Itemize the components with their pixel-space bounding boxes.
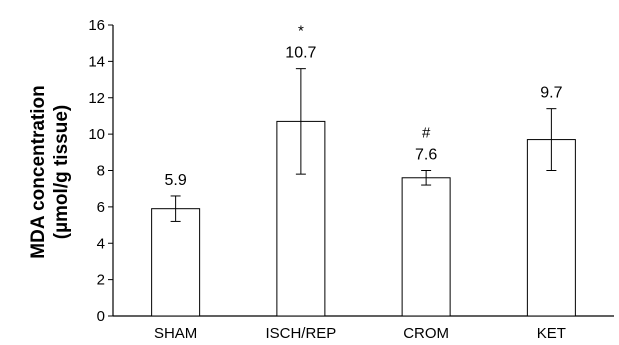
data-label: 10.7: [285, 45, 316, 62]
significance-marker: #: [422, 125, 431, 142]
y-tick-label: 6: [97, 199, 105, 216]
x-tick-label: KET: [537, 325, 566, 342]
y-tick-label: 8: [97, 163, 105, 180]
x-tick-label: SHAM: [154, 325, 197, 342]
y-tick-label: 0: [97, 308, 105, 325]
y-ticks: 0 2 4 6 8 10 12 14 16: [88, 17, 113, 325]
data-label: 9.7: [540, 85, 562, 102]
bar: [401, 177, 451, 317]
data-label: 5.9: [165, 172, 187, 189]
y-tick-label: 10: [88, 126, 105, 143]
y-axis-label: MDA concentration: [28, 85, 49, 258]
y-tick-label: 4: [97, 235, 105, 252]
y-tick-label: 12: [88, 90, 105, 107]
error-bars: [170, 68, 557, 222]
y-tick-label: 16: [88, 17, 105, 34]
y-axis-title: MDA concentration (µmol/g tissue): [28, 85, 72, 258]
significance-marker: *: [298, 23, 304, 40]
y-tick-label: 2: [97, 272, 105, 289]
bar: [151, 208, 201, 317]
category-labels: SHAM ISCH/REP CROM KET: [154, 325, 566, 342]
x-tick-label: CROM: [403, 325, 449, 342]
y-tick-label: 14: [88, 53, 105, 70]
y-axis-unit-label: (µmol/g tissue): [51, 105, 72, 239]
data-label: 7.6: [415, 147, 437, 164]
bars: [151, 120, 576, 317]
data-labels: 5.9 10.7 * 7.6 #9.7: [165, 23, 563, 189]
x-tick-label: ISCH/REP: [265, 325, 336, 342]
